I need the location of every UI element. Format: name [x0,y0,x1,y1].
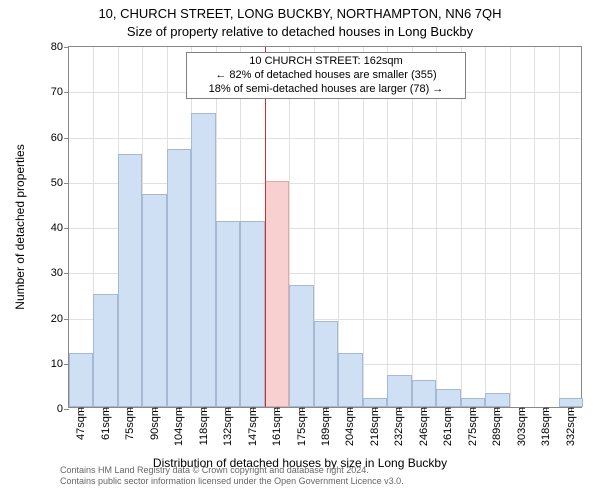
histogram-bar [93,294,117,407]
histogram-bar [412,380,436,407]
histogram-bar [289,285,313,407]
chart-title-line2: Size of property relative to detached ho… [0,24,600,39]
x-gridline [387,47,388,407]
histogram-bar [167,149,191,407]
y-tick-label: 40 [51,222,69,234]
x-tick-label: 161sqm [271,407,283,446]
reference-line [265,47,266,407]
histogram-bar [142,194,166,407]
y-tick-label: 50 [51,177,69,189]
x-tick-label: 175sqm [296,407,308,446]
histogram-bar [191,113,215,407]
histogram-bar [485,393,509,407]
x-gridline [363,47,364,407]
histogram-chart: 10, CHURCH STREET, LONG BUCKBY, NORTHAMP… [0,0,600,500]
histogram-bar [436,389,460,407]
annotation-line-1: 10 CHURCH STREET: 162sqm [191,55,461,69]
x-tick-label: 289sqm [491,407,503,446]
y-axis-label: Number of detached properties [13,144,27,309]
annotation-line-3: 18% of semi-detached houses are larger (… [191,83,461,97]
y-tick-label: 10 [51,358,69,370]
x-gridline [485,47,486,407]
y-tick-label: 80 [51,41,69,53]
y-gridline [69,138,581,139]
histogram-bar [338,353,362,407]
histogram-bar [240,221,264,407]
x-tick-label: 90sqm [149,407,161,440]
x-tick-label: 132sqm [222,407,234,446]
histogram-bar [69,353,93,407]
x-tick-label: 332sqm [565,407,577,446]
x-tick-label: 246sqm [418,407,430,446]
y-tick-label: 0 [57,403,69,415]
footer-line2: Contains public sector information licen… [60,476,404,487]
annotation-line-2: ← 82% of detached houses are smaller (35… [191,69,461,83]
x-gridline [412,47,413,407]
x-tick-label: 75sqm [124,407,136,440]
x-tick-label: 204sqm [344,407,356,446]
y-tick-label: 20 [51,313,69,325]
x-tick-label: 189sqm [320,407,332,446]
y-gridline [69,183,581,184]
histogram-bar [559,398,583,407]
y-tick-label: 60 [51,132,69,144]
x-tick-label: 47sqm [75,407,87,440]
histogram-bar [118,154,142,407]
histogram-bar [461,398,485,407]
histogram-bar [216,221,240,407]
plot-area: 0102030405060708047sqm61sqm75sqm90sqm104… [68,46,582,408]
x-gridline [510,47,511,407]
x-tick-label: 61sqm [100,407,112,440]
y-tick-label: 30 [51,267,69,279]
x-gridline [534,47,535,407]
histogram-bar [265,181,289,407]
x-tick-label: 232sqm [393,407,405,446]
x-gridline [436,47,437,407]
histogram-bar [387,375,411,407]
histogram-bar [363,398,387,407]
x-tick-label: 218sqm [369,407,381,446]
x-tick-label: 147sqm [247,407,259,446]
x-tick-label: 118sqm [198,407,210,445]
x-tick-label: 275sqm [467,407,479,446]
x-tick-label: 104sqm [173,407,185,446]
x-tick-label: 261sqm [442,407,454,446]
footer-line1: Contains HM Land Registry data © Crown c… [60,465,404,476]
x-tick-label: 318sqm [540,407,552,446]
annotation-box: 10 CHURCH STREET: 162sqm← 82% of detache… [186,52,466,99]
x-gridline [559,47,560,407]
y-tick-label: 70 [51,86,69,98]
chart-title-line1: 10, CHURCH STREET, LONG BUCKBY, NORTHAMP… [0,6,600,21]
footer-attribution: Contains HM Land Registry data © Crown c… [60,465,404,488]
histogram-bar [314,321,338,407]
x-tick-label: 303sqm [516,407,528,446]
x-gridline [461,47,462,407]
